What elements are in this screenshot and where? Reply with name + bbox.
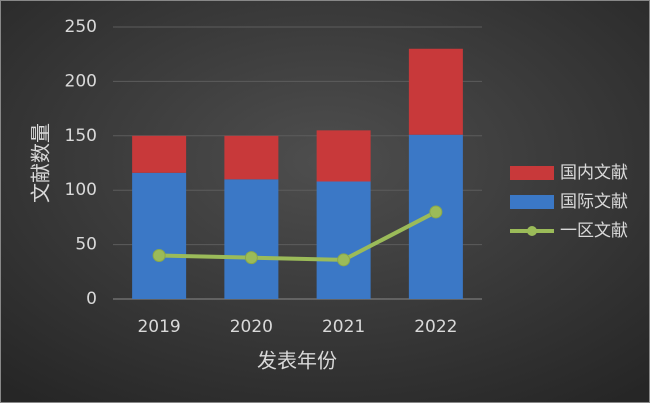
x-tick-label: 2021 <box>322 317 365 337</box>
y-tick-label: 250 <box>65 17 97 37</box>
y-tick-label: 50 <box>75 235 97 255</box>
bar-segment <box>224 179 279 299</box>
legend-label: 一区文献 <box>560 221 628 241</box>
y-tick-label: 150 <box>65 126 97 146</box>
line-series <box>159 210 437 262</box>
legend-swatch <box>527 226 537 236</box>
bar-segment <box>316 181 371 299</box>
bar-segment <box>132 172 187 299</box>
line-marker <box>337 253 351 267</box>
legend-swatch <box>510 166 554 180</box>
bar-segment <box>408 48 463 135</box>
line-marker <box>152 248 166 262</box>
y-tick-label: 200 <box>65 71 97 91</box>
legend-label: 国际文献 <box>560 192 628 212</box>
x-tick-label: 2022 <box>414 317 457 337</box>
bar-segment <box>132 135 187 173</box>
legend-label: 国内文献 <box>560 163 628 183</box>
line-marker <box>244 251 258 265</box>
y-tick-label: 100 <box>65 180 97 200</box>
bar-segment <box>224 135 279 180</box>
y-axis-title: 文献数量 <box>29 123 53 203</box>
bar-segment <box>316 130 371 182</box>
x-tick-label: 2019 <box>137 317 180 337</box>
y-tick-label: 0 <box>86 289 97 309</box>
legend-swatch <box>510 195 554 209</box>
x-tick-label: 2020 <box>230 317 273 337</box>
line-marker <box>429 205 443 219</box>
x-axis-title: 发表年份 <box>257 349 337 373</box>
